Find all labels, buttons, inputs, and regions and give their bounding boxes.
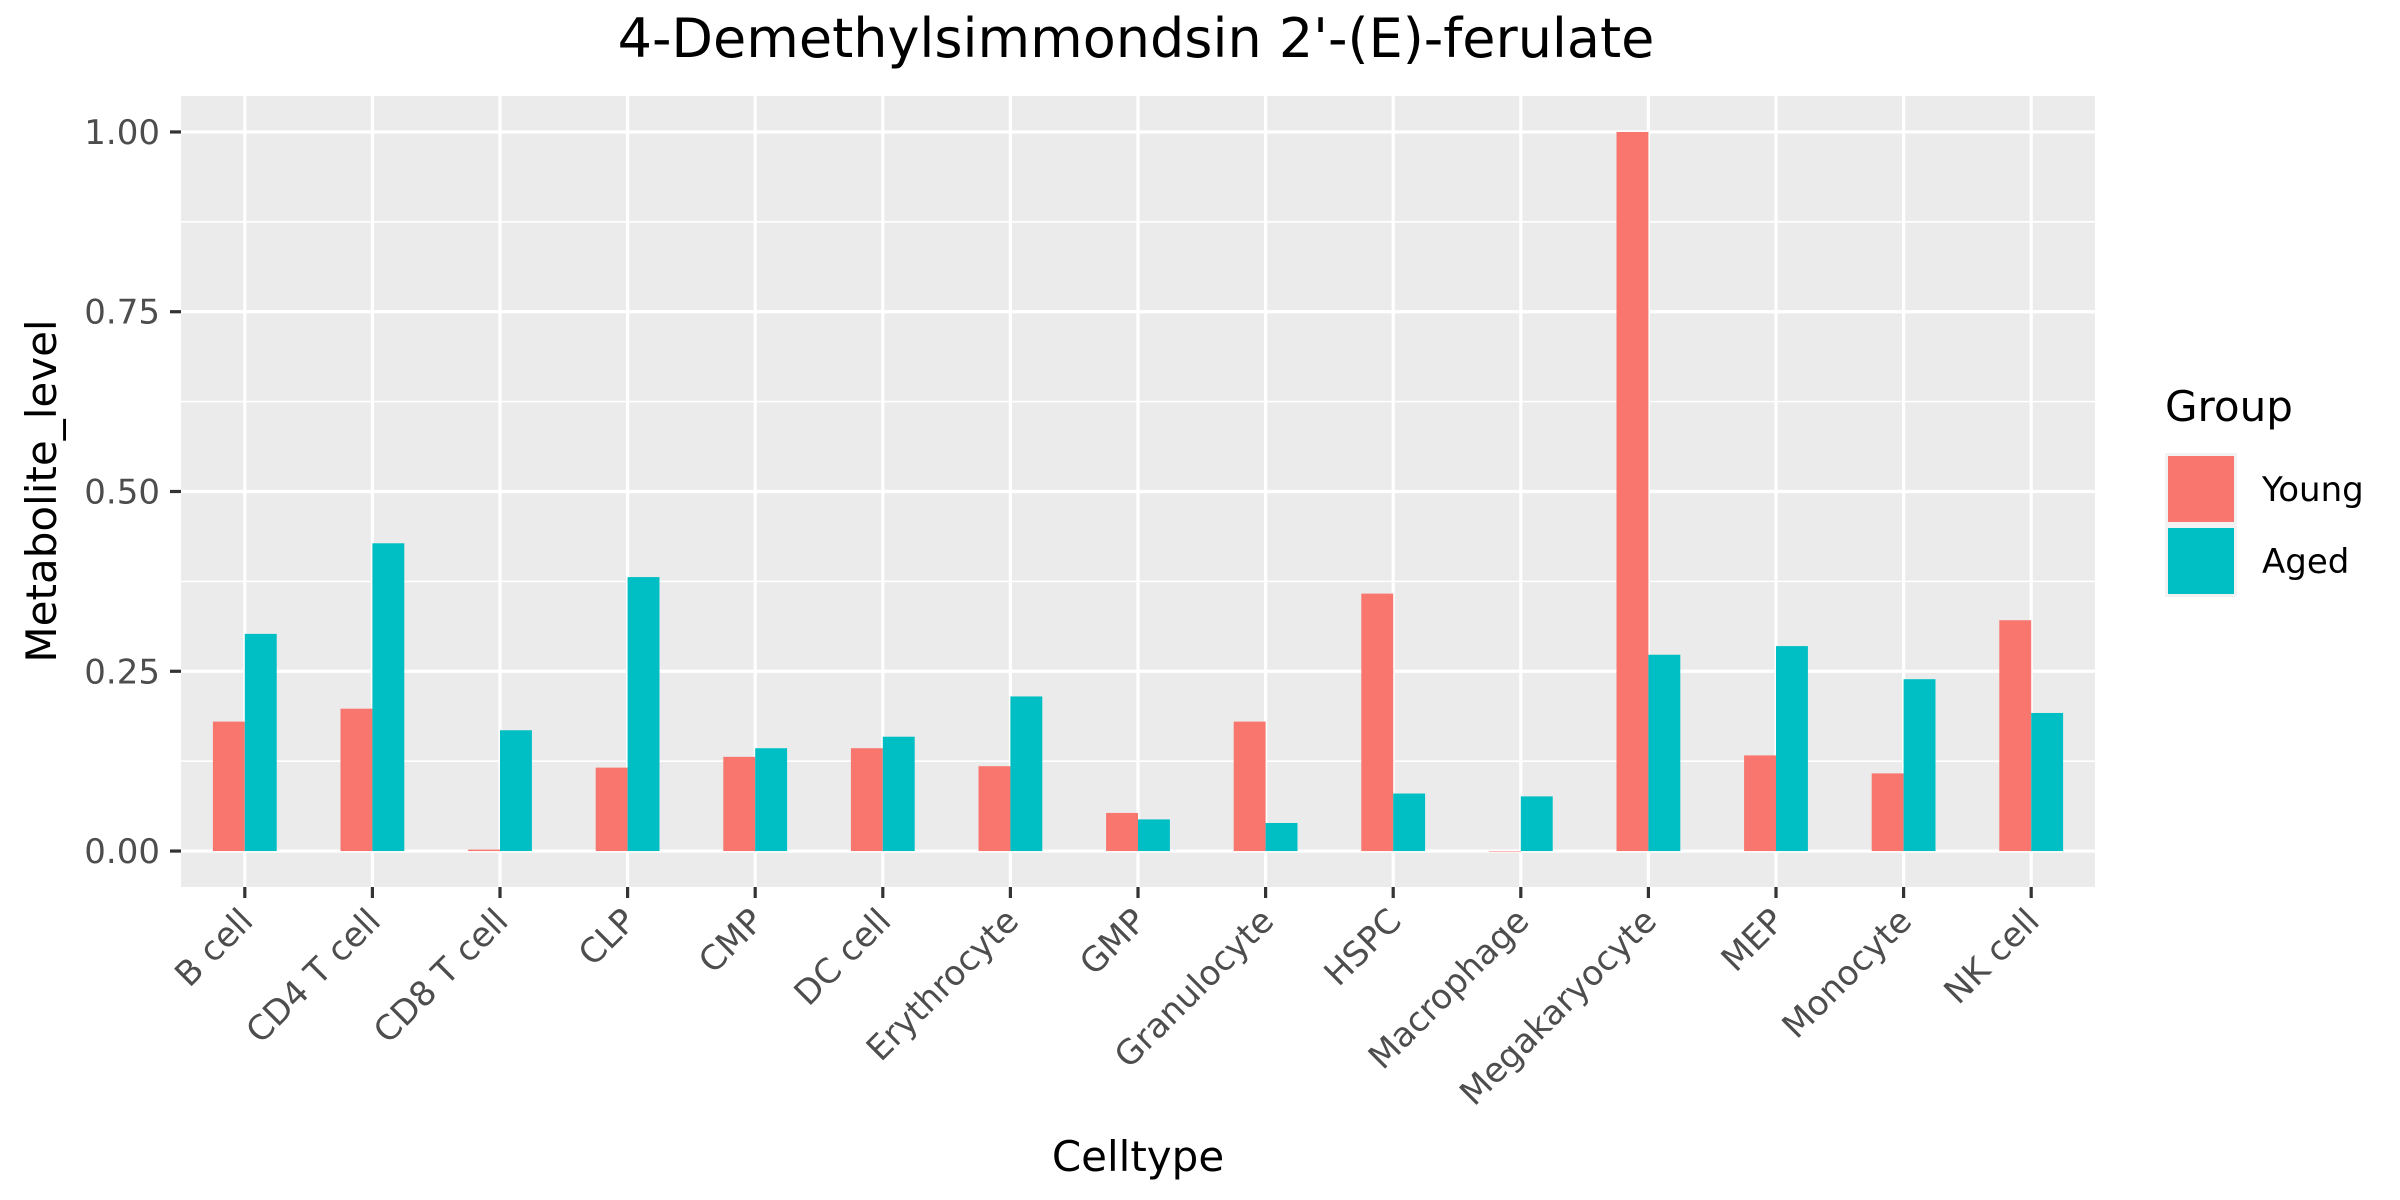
bar-young-megakaryocyte xyxy=(1616,131,1649,852)
x-tick-label: CD8 T cell xyxy=(366,901,516,1051)
bar-aged-cmp xyxy=(755,748,788,852)
bar-young-clp xyxy=(595,767,628,852)
bar-young-gmp xyxy=(1106,812,1138,852)
bar-young-granulocyte xyxy=(1233,721,1266,852)
y-tick-label: 1.00 xyxy=(84,113,160,153)
bar-aged-mep xyxy=(1776,646,1808,852)
bar-young-macrophage xyxy=(1488,851,1521,852)
bar-young-mep xyxy=(1744,755,1776,852)
bar-young-cd8-t-cell xyxy=(468,849,500,852)
bar-aged-monocyte xyxy=(1903,679,1936,852)
y-axis-title: Metabolite_level xyxy=(17,319,66,662)
y-tick-label: 0.50 xyxy=(84,473,160,513)
legend-key-aged xyxy=(2168,528,2234,594)
x-tick-label: GMP xyxy=(1072,901,1154,983)
legend-label-aged: Aged xyxy=(2262,542,2349,582)
bar-aged-dc-cell xyxy=(882,736,915,852)
bar-young-monocyte xyxy=(1871,773,1904,852)
y-tick-label: 0.75 xyxy=(84,293,160,333)
legend-title: Group xyxy=(2165,382,2293,431)
x-axis-title: Celltype xyxy=(1052,1132,1224,1181)
bar-young-nk-cell xyxy=(1999,620,2032,852)
bar-aged-erythrocyte xyxy=(1010,696,1043,852)
bar-aged-cd4-t-cell xyxy=(372,543,405,852)
bar-young-erythrocyte xyxy=(978,766,1011,852)
x-tick-label: HSPC xyxy=(1317,901,1410,994)
x-tick-label: MEP xyxy=(1714,901,1793,980)
bar-aged-hspc xyxy=(1393,793,1426,852)
x-tick-label: DC cell xyxy=(787,901,900,1014)
bar-young-cmp xyxy=(723,756,756,852)
axis-ticks xyxy=(170,130,2033,898)
x-tick-label: CD4 T cell xyxy=(239,901,389,1051)
y-tick-labels: 0.00 0.25 0.50 0.75 1.00 xyxy=(84,113,160,872)
bar-young-dc-cell xyxy=(850,748,883,852)
bar-young-cd4-t-cell xyxy=(340,708,373,852)
legend-key-young xyxy=(2168,456,2234,522)
bar-aged-macrophage xyxy=(1520,796,1553,852)
bar-aged-megakaryocyte xyxy=(1648,654,1681,852)
bar-aged-nk-cell xyxy=(2031,712,2064,852)
legend-items: Young Aged xyxy=(2165,453,2364,597)
bar-aged-clp xyxy=(627,577,660,852)
y-tick-label: 0.00 xyxy=(84,832,160,872)
x-tick-label: Monocyte xyxy=(1775,901,1920,1046)
bars xyxy=(212,131,2064,852)
y-tick-label: 0.25 xyxy=(84,652,160,692)
x-tick-label: CMP xyxy=(691,901,771,981)
chart-title: 4-Demethylsimmondsin 2'-(E)-ferulate xyxy=(618,7,1655,70)
bar-young-hspc xyxy=(1361,593,1394,852)
x-tick-label: B cell xyxy=(167,901,261,995)
bar-aged-gmp xyxy=(1138,819,1170,852)
bar-aged-b-cell xyxy=(244,633,277,852)
legend: Group Young Aged xyxy=(2165,382,2364,597)
bar-aged-granulocyte xyxy=(1265,823,1298,852)
bar-aged-cd8-t-cell xyxy=(500,730,532,852)
x-tick-label: CLP xyxy=(571,901,644,974)
x-tick-label: NK cell xyxy=(1937,901,2048,1012)
bar-young-b-cell xyxy=(212,721,245,852)
legend-label-young: Young xyxy=(2261,470,2364,510)
